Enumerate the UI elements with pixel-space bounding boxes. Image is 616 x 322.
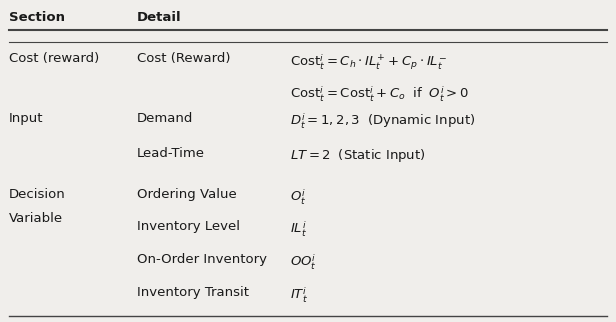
Text: $D_t^i = 1, 2, 3\;$ (Dynamic Input): $D_t^i = 1, 2, 3\;$ (Dynamic Input) (290, 112, 475, 131)
Text: $LT = 2\;$ (Static Input): $LT = 2\;$ (Static Input) (290, 147, 425, 164)
Text: $\mathrm{Cost}_t^i = \mathrm{Cost}_t^i + C_o\;$ if $\;O_t^i > 0$: $\mathrm{Cost}_t^i = \mathrm{Cost}_t^i +… (290, 85, 469, 104)
Text: Detail: Detail (137, 11, 182, 24)
Text: $OO_t^i$: $OO_t^i$ (290, 253, 317, 272)
Text: On-Order Inventory: On-Order Inventory (137, 253, 267, 266)
Text: Variable: Variable (9, 212, 63, 225)
Text: $O_t^i$: $O_t^i$ (290, 188, 306, 207)
Text: Input: Input (9, 112, 43, 125)
Text: $IL_t^i$: $IL_t^i$ (290, 220, 307, 239)
Text: Lead-Time: Lead-Time (137, 147, 205, 160)
Text: Ordering Value: Ordering Value (137, 188, 237, 201)
Text: Demand: Demand (137, 112, 193, 125)
Text: Section: Section (9, 11, 65, 24)
Text: $\mathrm{Cost}_t^i = C_h\cdot IL_t^{+} + C_p\cdot IL_t^{-}$: $\mathrm{Cost}_t^i = C_h\cdot IL_t^{+} +… (290, 52, 447, 72)
Text: Cost (reward): Cost (reward) (9, 52, 99, 65)
Text: Cost (Reward): Cost (Reward) (137, 52, 230, 65)
Text: Decision: Decision (9, 188, 66, 201)
Text: Inventory Level: Inventory Level (137, 220, 240, 232)
Text: Inventory Transit: Inventory Transit (137, 286, 249, 299)
Text: $IT_t^i$: $IT_t^i$ (290, 286, 307, 305)
